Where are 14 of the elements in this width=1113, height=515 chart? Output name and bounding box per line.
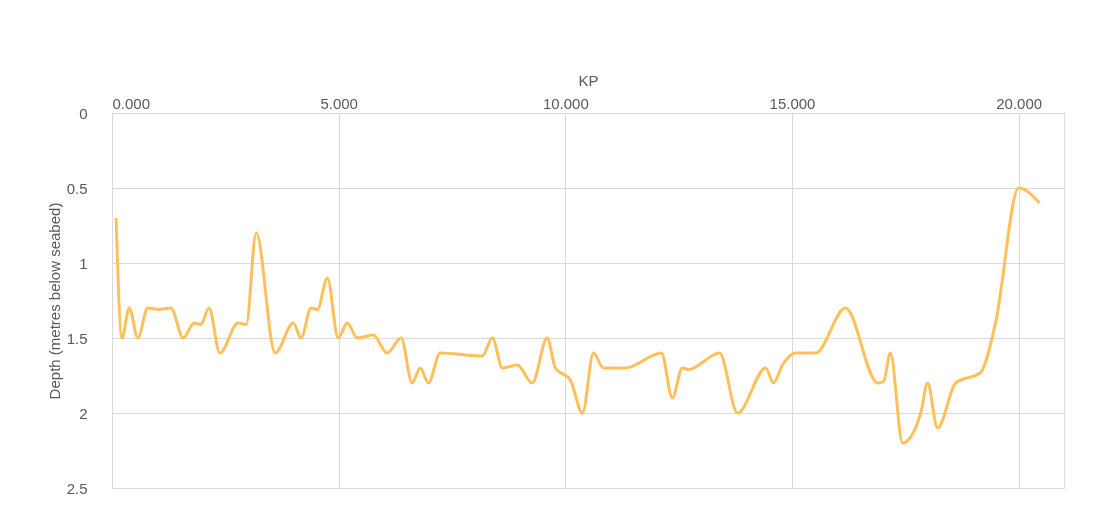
x-tick-label: 15.000 (769, 94, 816, 112)
y-axis-title: Depth (metres below seabed) (45, 202, 63, 400)
x-axis-title: KP (578, 71, 599, 89)
y-tick-label: 1.5 (66, 329, 88, 347)
y-tick-label: 1 (79, 254, 88, 272)
y-tick-label: 0 (79, 104, 88, 122)
y-tick-label: 2.5 (66, 479, 88, 497)
line-series (114, 186, 1042, 445)
x-tick-label: 0.000 (112, 94, 151, 112)
y-tick-label: 0.5 (66, 179, 88, 197)
x-tick-label: 20.000 (996, 94, 1043, 112)
x-tick-label: 10.000 (542, 94, 589, 112)
y-tick-label: 2 (79, 404, 88, 422)
x-tick-label: 5.000 (320, 94, 358, 112)
